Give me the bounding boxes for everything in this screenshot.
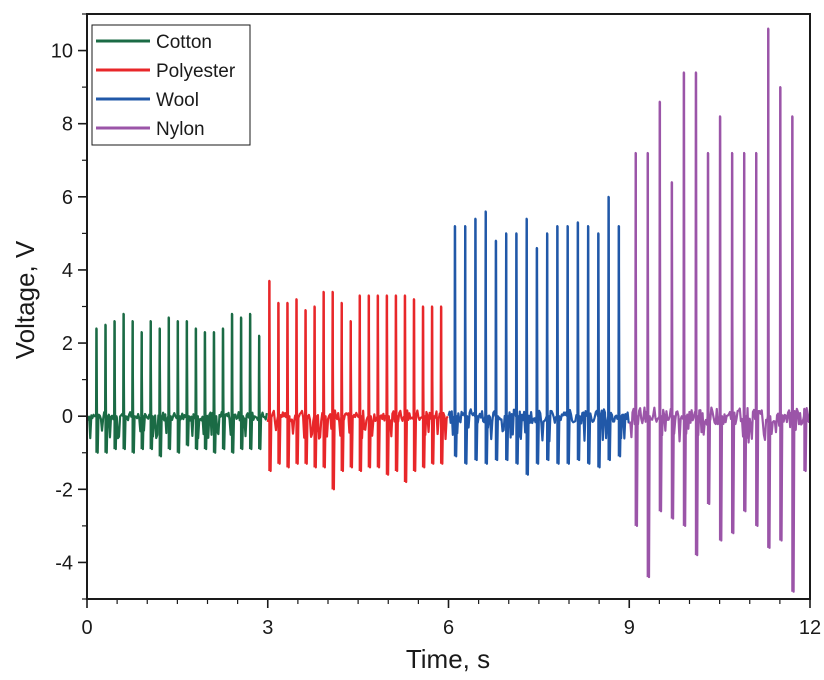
x-tick-label: 9 [624,617,635,639]
legend-label-polyester: Polyester [156,61,236,82]
legend: Cotton Polyester Wool Nylon [91,24,251,146]
x-tick-label: 12 [799,617,821,639]
legend-label-wool: Wool [156,90,199,111]
legend-box [91,24,251,146]
y-tick-label: 0 [62,406,73,428]
x-tick-label: 6 [443,617,454,639]
x-tick-label: 0 [81,617,92,639]
y-tick-label: 2 [62,333,73,355]
y-tick-label: 4 [62,260,73,282]
y-tick-label: 10 [51,41,73,63]
y-tick-label: -4 [55,552,73,574]
legend-label-cotton: Cotton [156,32,212,53]
y-axis-title: Voltage, V [10,240,40,359]
x-axis-title: Time, s [406,644,490,674]
x-tick-label: 3 [262,617,273,639]
legend-label-nylon: Nylon [156,119,205,140]
y-tick-label: 8 [62,114,73,136]
y-tick-label: 6 [62,187,73,209]
y-tick-label: -2 [55,479,73,501]
ticks-layer: 0 3 6 9 12 -4 -2 0 2 4 6 8 10 [51,13,821,639]
series-layer [85,27,812,593]
